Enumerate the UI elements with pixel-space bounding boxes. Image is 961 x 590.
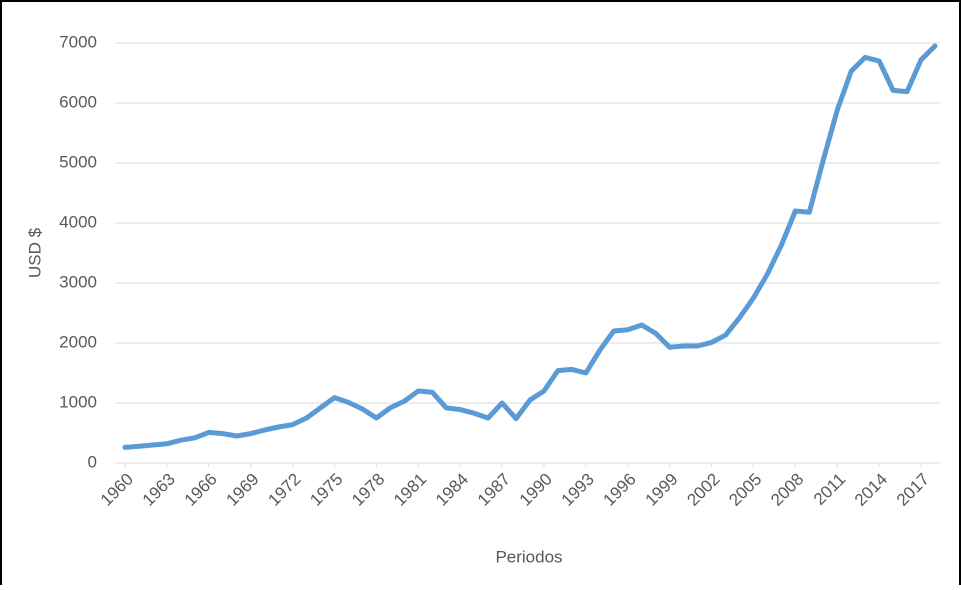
- y-tick-label: 5000: [59, 152, 97, 171]
- y-tick-label: 4000: [59, 212, 97, 231]
- y-tick-label: 6000: [59, 92, 97, 111]
- y-axis-label: USD $: [25, 227, 44, 278]
- y-tick-label: 2000: [59, 332, 97, 351]
- y-tick-label: 0: [88, 452, 97, 471]
- line-series: [122, 43, 938, 450]
- y-tick-label: 1000: [59, 392, 97, 411]
- y-tick-label: 3000: [59, 272, 97, 291]
- y-tick-label: 7000: [59, 32, 97, 51]
- x-axis-label: Periodos: [495, 547, 562, 566]
